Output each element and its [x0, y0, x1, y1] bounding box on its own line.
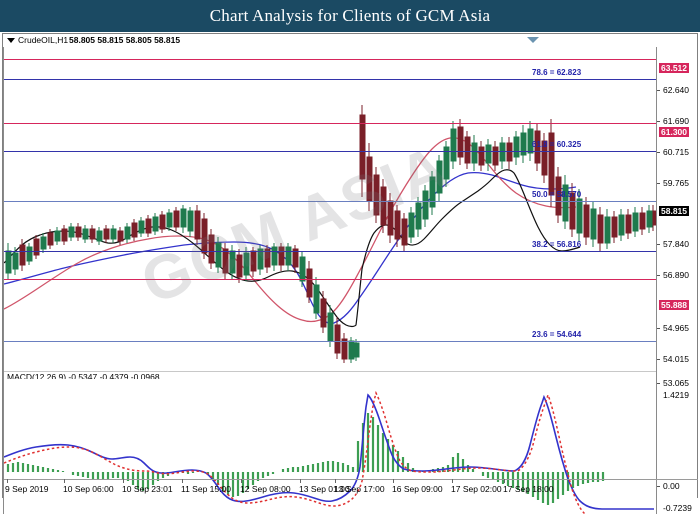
time-tick-7: [393, 479, 394, 483]
time-tick-5: [300, 479, 301, 483]
ma-slow-line: [4, 171, 577, 325]
axis-tick-54015: [657, 359, 660, 360]
axis-tick-56890: [657, 275, 660, 276]
axis-badge-current-price: 58.815: [659, 206, 689, 216]
axis-label-61690: 61.690: [663, 116, 689, 126]
fib-label-236: 23.6 = 54.644: [532, 330, 582, 339]
macd-axis-label-top: 1.4219: [663, 390, 689, 400]
time-tick-4: [241, 479, 242, 483]
axis-tick-60715: [657, 152, 660, 153]
scroll-down-icon[interactable]: [527, 37, 539, 43]
fib-label-786: 78.6 = 62.823: [532, 68, 582, 77]
time-axis-rule: [4, 479, 698, 480]
symbol-label: CrudeOIL,H1: [18, 35, 69, 45]
level-line-fib-618: [4, 151, 656, 152]
level-line-fib-382: [4, 251, 656, 252]
chevron-down-icon[interactable]: [7, 38, 15, 43]
time-label-1: 10 Sep 06:00: [63, 484, 114, 494]
macd-axis-label-zero: 0.00: [663, 481, 680, 491]
axis-tick-61690: [657, 121, 660, 122]
plot-left-border: [3, 47, 4, 514]
axis-label-57840: 57.840: [663, 239, 689, 249]
fib-label-382: 38.2 = 56.816: [532, 240, 582, 249]
axis-tick-53065: [657, 383, 660, 384]
macd-indicator-label: MACD(12,26,9) -0.5347 -0.4379 -0.0968: [7, 372, 160, 382]
time-axis[interactable]: 9 Sep 2019 10 Sep 06:00 10 Sep 23:01 11 …: [4, 479, 698, 498]
axis-tick-54965: [657, 328, 660, 329]
fib-label-618: 61.8 = 60.325: [532, 140, 582, 149]
axis-tick-57840: [657, 244, 660, 245]
time-tick-2: [123, 479, 124, 483]
symbol-bar: CrudeOIL,H1 58.805 58.815 58.805 58.815: [3, 34, 697, 47]
price-axis[interactable]: 63.512 62.640 61.690 61.300 60.715 59.76…: [656, 47, 697, 514]
price-pane: 78.6 = 62.823 61.8 = 60.325 50.0 = 58.57…: [4, 47, 656, 370]
time-tick-6: [335, 479, 336, 483]
time-label-6: 13 Sep 17:00: [334, 484, 385, 494]
macd-separator: [4, 371, 656, 372]
axis-label-59765: 59.765: [663, 178, 689, 188]
level-line-fib-236: [4, 341, 656, 342]
level-line-support-1: [4, 279, 656, 280]
time-label-9: 17 Sep 18:00: [503, 484, 554, 494]
page-title: Chart Analysis for Clients of GCM Asia: [209, 6, 491, 25]
macd-axis-label-bottom: -0.7239: [663, 503, 692, 513]
axis-label-62640: 62.640: [663, 85, 689, 95]
price-plot-svg: [4, 105, 656, 363]
level-line-fib-786: [4, 79, 656, 80]
axis-badge-61300: 61.300: [659, 127, 689, 137]
time-tick-3: [182, 479, 183, 483]
ma-fast-line: [4, 169, 581, 328]
time-label-4: 12 Sep 08:00: [240, 484, 291, 494]
macd-histogram: [6, 413, 605, 505]
title-bar: Chart Analysis for Clients of GCM Asia: [0, 0, 700, 32]
axis-label-54965: 54.965: [663, 323, 689, 333]
macd-line: [4, 393, 654, 510]
time-label-0: 9 Sep 2019: [5, 484, 49, 494]
level-line-resistance-1: [4, 59, 656, 60]
axis-tick-62640: [657, 90, 660, 91]
time-tick-0: [7, 479, 8, 483]
time-tick-1: [64, 479, 65, 483]
time-label-8: 17 Sep 02:00: [451, 484, 502, 494]
axis-badge-63512: 63.512: [659, 63, 689, 73]
chart-window: CrudeOIL,H1 58.805 58.815 58.805 58.815: [2, 33, 698, 514]
fib-label-500: 50.0 = 58.570: [532, 190, 582, 199]
time-label-7: 16 Sep 09:00: [392, 484, 443, 494]
axis-label-54015: 54.015: [663, 354, 689, 364]
axis-tick-59765: [657, 183, 660, 184]
time-tick-8: [452, 479, 453, 483]
axis-label-56890: 56.890: [663, 270, 689, 280]
level-line-fib-500: [4, 201, 656, 202]
candlestick-series: [5, 105, 656, 363]
time-label-3: 11 Sep 15:00: [181, 484, 231, 494]
time-label-5: 13 Sep 01:00: [299, 484, 350, 494]
ohlc-values: 58.805 58.815 58.805 58.815: [69, 35, 181, 45]
axis-label-60715: 60.715: [663, 147, 689, 157]
level-line-resistance-2: [4, 123, 656, 124]
axis-badge-55888: 55.888: [659, 300, 689, 310]
axis-label-53065: 53.065: [663, 378, 689, 388]
time-label-2: 10 Sep 23:01: [122, 484, 173, 494]
time-tick-9: [504, 479, 505, 483]
macd-axis-tick-zero: [657, 486, 660, 487]
